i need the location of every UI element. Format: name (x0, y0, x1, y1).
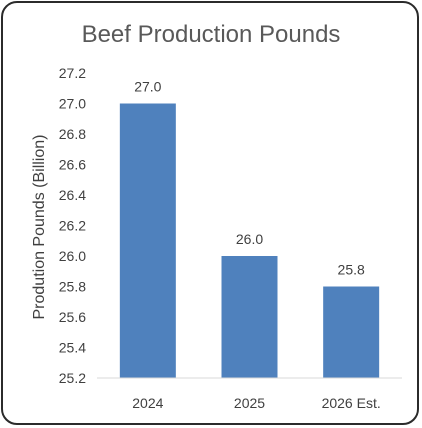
bar (119, 103, 176, 378)
y-tick-label: 27.0 (59, 96, 86, 112)
x-tick-label: 2024 (132, 395, 163, 411)
y-axis-label: Prodution Pounds (Billion) (31, 135, 48, 320)
bar (221, 256, 278, 378)
data-label: 25.8 (338, 262, 365, 278)
y-tick-label: 25.2 (59, 370, 86, 386)
data-label: 26.0 (236, 231, 263, 247)
y-tick-label: 26.0 (59, 248, 86, 264)
y-tick-label: 26.4 (59, 187, 86, 203)
data-labels: 27.0 26.0 25.8 (134, 79, 365, 278)
bar (323, 286, 380, 378)
x-tick-label: 2025 (234, 395, 265, 411)
y-tick-label: 26.2 (59, 218, 86, 234)
y-tick-label: 25.4 (59, 340, 86, 356)
y-tick-label: 26.6 (59, 157, 86, 173)
y-axis-ticks: 25.2 25.4 25.6 25.8 26.0 26.2 26.4 26.6 26.8 27.0… (59, 65, 86, 386)
y-tick-label: 26.8 (59, 126, 86, 142)
y-tick-label: 27.2 (59, 65, 86, 81)
bars (119, 103, 380, 378)
y-tick-label: 25.6 (59, 309, 86, 325)
x-tick-label: 2026 Est. (322, 395, 381, 411)
x-axis-ticks: 2024 2025 2026 Est. (132, 395, 380, 411)
chart-title: Beef Production Pounds (82, 21, 341, 48)
data-label: 27.0 (134, 79, 161, 95)
y-tick-label: 25.8 (59, 279, 86, 295)
